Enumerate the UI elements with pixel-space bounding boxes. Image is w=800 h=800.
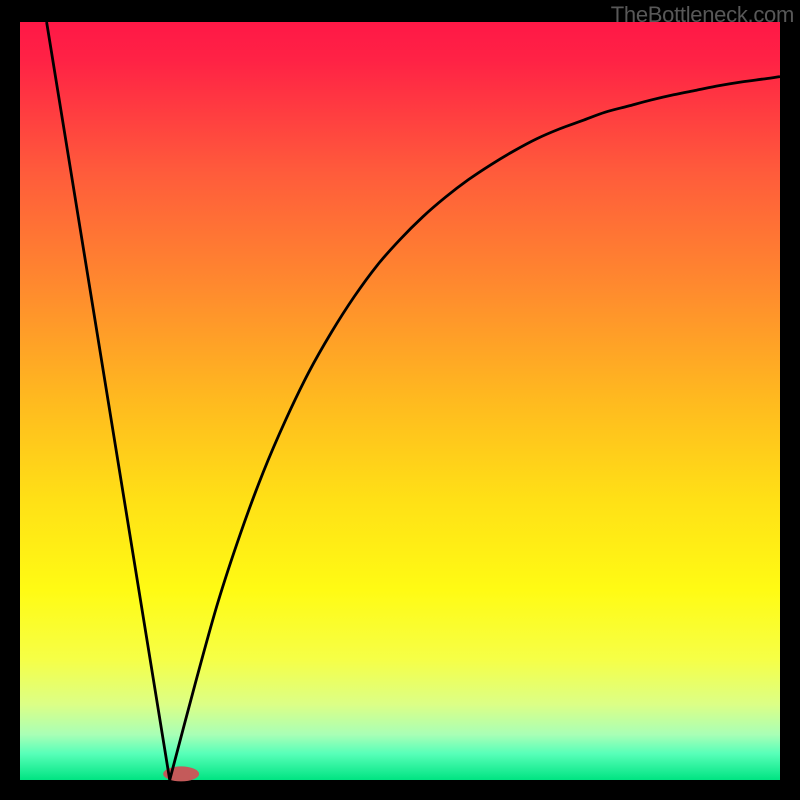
watermark-text: TheBottleneck.com <box>611 2 794 28</box>
plot-background <box>20 22 780 780</box>
bottleneck-chart <box>0 0 800 800</box>
chart-container: TheBottleneck.com <box>0 0 800 800</box>
